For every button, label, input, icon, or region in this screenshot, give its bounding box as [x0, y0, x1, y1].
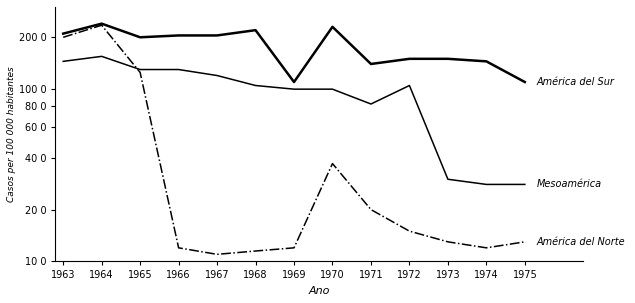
Text: América del Norte: América del Norte [537, 237, 625, 247]
Text: Mesoamérica: Mesoamérica [537, 179, 601, 189]
Text: América del Sur: América del Sur [537, 77, 614, 87]
X-axis label: Ano: Ano [309, 286, 330, 296]
Y-axis label: Casos per 100 000 habitantes: Casos per 100 000 habitantes [7, 66, 16, 202]
